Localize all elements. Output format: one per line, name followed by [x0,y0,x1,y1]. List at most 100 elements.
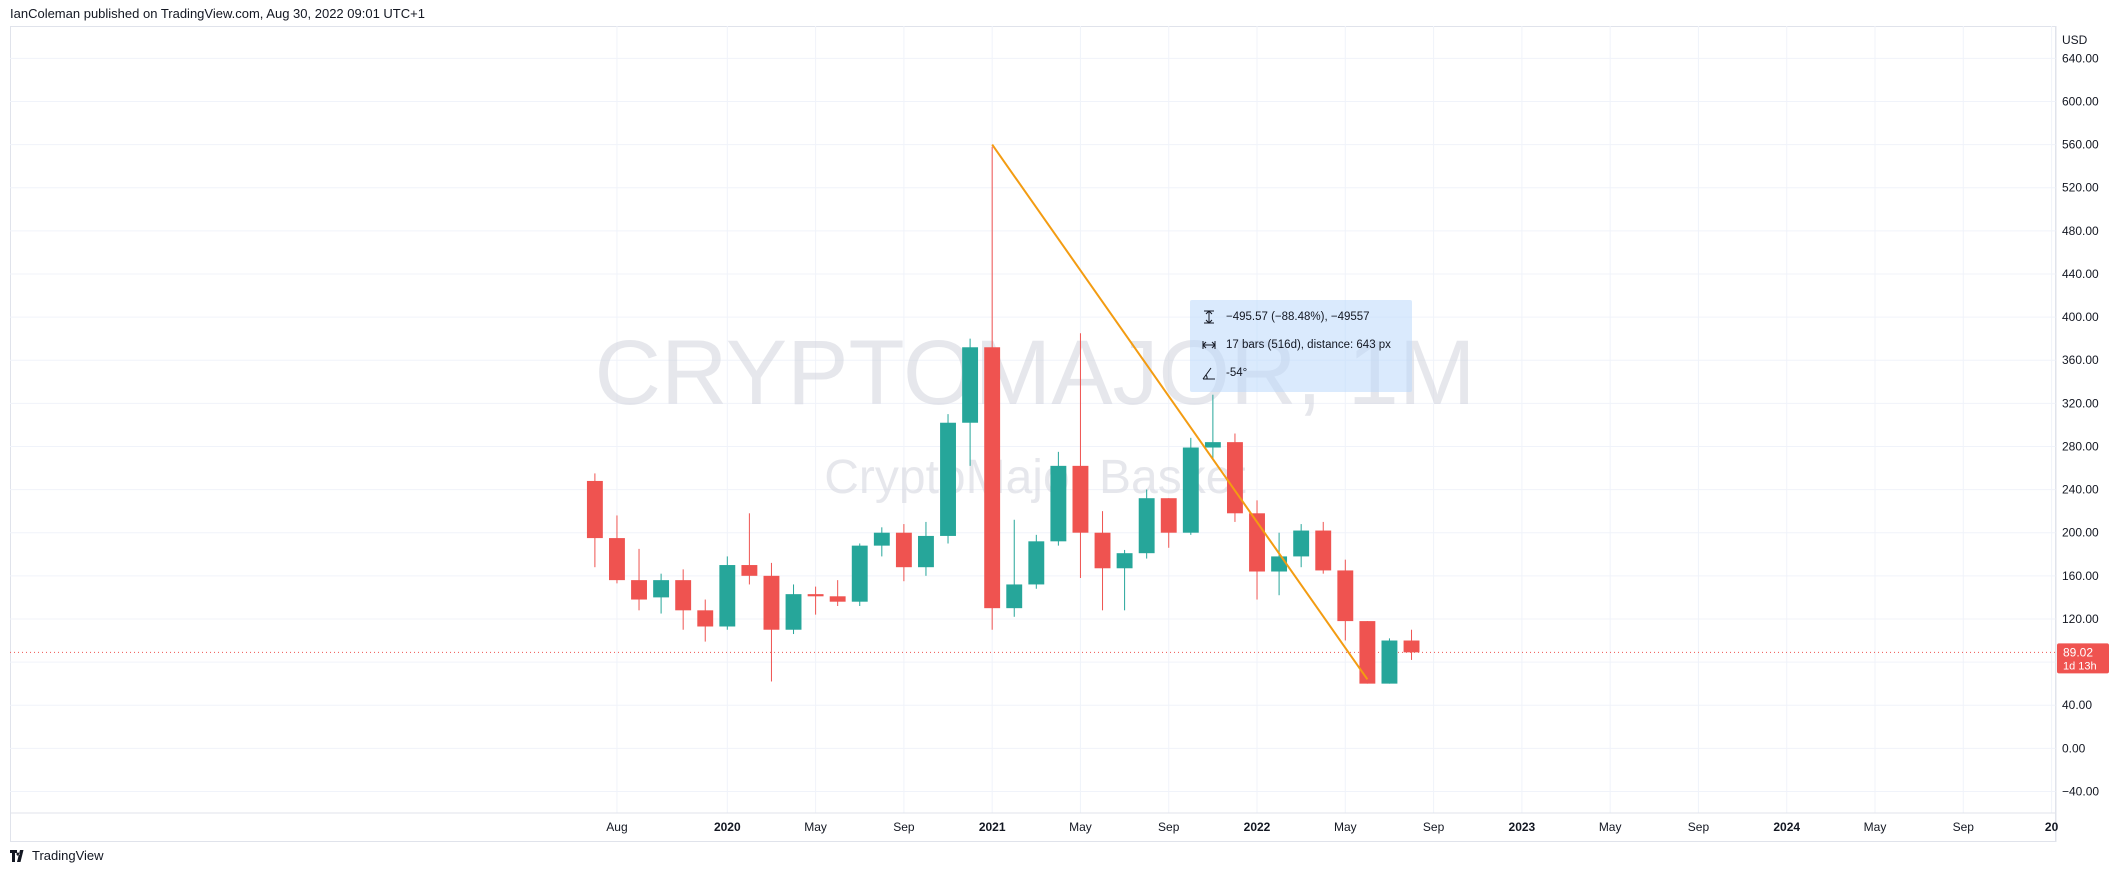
time-tick-label: 20 [2045,820,2059,834]
time-tick-label: May [1864,820,1887,834]
angle-value: -54° [1226,367,1248,379]
price-tick-label: 0.00 [2062,741,2086,755]
candle[interactable] [1050,451,1067,546]
candle[interactable] [1072,333,1089,578]
candle-body [741,565,758,576]
price-change: −495.57 (−88.48%), −49557 [1226,311,1370,323]
candle[interactable] [1381,638,1398,684]
candle-body [1227,442,1243,514]
watermark-subtitle: CryptoMajor Basket [824,451,1245,504]
candle-body [940,422,956,536]
candle-body [1403,640,1420,653]
price-tick-label: 320.00 [2062,396,2099,410]
candle-body [1293,530,1310,557]
candle-body [1204,442,1221,448]
candle-body [851,545,868,602]
candle[interactable] [940,414,956,544]
candle-body [1359,621,1376,684]
candle[interactable] [807,586,824,615]
tradingview-logo-icon [10,849,24,862]
candle[interactable] [984,146,1001,630]
candle-body [829,596,846,602]
candle-body [675,580,692,611]
candle-body [653,580,670,598]
candle[interactable] [1403,629,1420,660]
time-axis: Aug 2020 May Sep 2021 May Sep 2022 May Sep 2023 May… [606,820,2058,834]
candle[interactable] [1337,559,1354,641]
candle[interactable] [1138,489,1155,559]
candle-body [1182,447,1199,533]
time-tick-label: May [1599,820,1622,834]
candle[interactable] [1227,433,1243,522]
candle-body [807,594,824,597]
time-tick-label: 2023 [1509,820,1536,834]
candle-body [1116,553,1133,569]
candle-body [1381,640,1398,684]
time-tick-label: May [804,820,827,834]
candle[interactable] [829,580,846,607]
candle[interactable] [962,338,979,466]
candle[interactable] [1271,532,1288,596]
price-tick-label: 600.00 [2062,94,2099,108]
currency-label: USD [2062,33,2088,47]
time-tick-label: 2022 [1244,820,1271,834]
candle-body [1050,465,1067,542]
candle[interactable] [873,527,890,557]
candle[interactable] [1160,498,1177,548]
candle[interactable] [1359,621,1376,684]
trendline[interactable] [991,144,1369,680]
candle-body [1028,541,1045,585]
candle[interactable] [586,473,603,568]
candle[interactable] [1182,437,1199,535]
time-tick-label: Aug [606,820,627,834]
candle-body [697,610,714,627]
price-tick-label: 440.00 [2062,267,2099,281]
price-tick-label: 280.00 [2062,439,2099,453]
candle[interactable] [609,515,625,584]
grid-lines [10,26,2056,813]
candle[interactable] [1006,519,1023,617]
candle-body [918,535,934,568]
footer-brand[interactable]: TradingView [10,848,104,863]
candle[interactable] [1028,534,1045,589]
candle-body [962,347,979,423]
price-range-icon [1204,310,1214,324]
candle[interactable] [1315,521,1332,574]
bars-range-icon [1202,341,1216,349]
candle[interactable] [1116,549,1133,611]
candle[interactable] [697,599,714,642]
candle-body [1315,530,1332,571]
measure-tooltip: −495.57 (−88.48%), −49557 17 bars (516d)… [1190,300,1412,392]
candle[interactable] [763,562,780,682]
candle-body [1337,570,1354,622]
candle-body [1094,532,1111,569]
candle[interactable] [1094,511,1111,611]
candle[interactable] [741,513,758,585]
last-price-value: 89.02 [2063,645,2093,659]
candle[interactable] [785,584,802,635]
candle-body [1160,498,1177,533]
publish-info: IanColeman published on TradingView.com,… [10,6,425,21]
angle-icon [1202,367,1215,380]
candle-body [1138,498,1155,554]
candle[interactable] [1204,394,1221,460]
candle[interactable] [851,543,868,607]
candle-body [1271,556,1288,572]
price-tick-label: 240.00 [2062,483,2099,497]
candle-body [873,532,890,546]
candle[interactable] [1293,524,1310,568]
time-tick-label: 2020 [714,820,741,834]
candle[interactable] [895,524,912,582]
time-tick-label: Sep [893,820,915,834]
candle[interactable] [675,569,692,630]
price-tick-label: 560.00 [2062,138,2099,152]
time-tick-label: Sep [1158,820,1180,834]
price-tick-label: 480.00 [2062,224,2099,238]
candle[interactable] [918,521,934,576]
candle[interactable] [631,548,647,611]
candle[interactable] [719,556,736,630]
candle-body [719,565,736,627]
time-tick-label: Sep [1423,820,1445,834]
candle[interactable] [653,573,670,614]
